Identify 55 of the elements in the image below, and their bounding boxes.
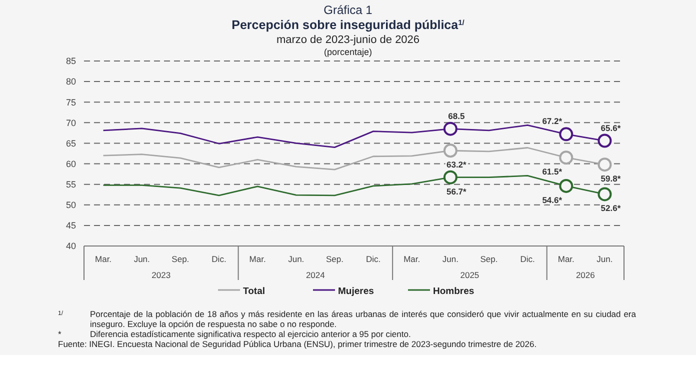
- point: [443, 144, 458, 158]
- y-tick-label: 40: [66, 241, 76, 252]
- legend-label: Hombres: [433, 286, 474, 297]
- text: 2025: [460, 270, 480, 280]
- point: [559, 150, 574, 165]
- x-tick-label: Dic.: [212, 254, 226, 264]
- y-tick-label: 50: [66, 200, 76, 210]
- data-label: 52.6*: [600, 203, 622, 214]
- legend-label: Total: [243, 286, 265, 297]
- data-label: 56.7*: [446, 186, 468, 196]
- y-tick-label: 80: [66, 76, 76, 87]
- y-tick-label: 65: [66, 138, 76, 148]
- y-tick-label: 45: [66, 220, 76, 231]
- x-tick-label: Mar.: [95, 254, 112, 264]
- point: [598, 134, 612, 148]
- text: Gráfica 1: [324, 3, 373, 17]
- data-label: 65.6*: [600, 122, 622, 133]
- x-tick-label: Mar.: [249, 254, 266, 264]
- y-axis-title: (porcentaje): [324, 47, 372, 57]
- text: 2024: [306, 270, 326, 280]
- x-tick-label: Sep.: [172, 254, 190, 264]
- x-tick-label: Mar.: [404, 254, 420, 264]
- y-tick-label: 75: [66, 97, 76, 108]
- text: *: [58, 329, 62, 339]
- data-label: 68.5: [448, 110, 465, 121]
- point: [598, 158, 612, 172]
- point: [443, 170, 458, 184]
- chart-subtitle: marzo de 2023-junio de 2026: [276, 34, 420, 46]
- y-tick-label: 70: [66, 118, 76, 128]
- data-label: 59.8*: [600, 174, 622, 184]
- x-tick-label: Dic.: [520, 254, 535, 264]
- text: Diferencia estadísticamente significativa respecto al ejercicio anterior a 95 por ciento.: [90, 329, 411, 339]
- text: 2023: [152, 270, 171, 280]
- point: [598, 187, 612, 202]
- x-tick-label: Jun.: [288, 254, 304, 264]
- x-tick-label: Sep.: [326, 254, 344, 264]
- x-tick-label: Jun.: [442, 254, 458, 264]
- text: 2026: [576, 270, 596, 280]
- data-label: 54.6*: [542, 194, 563, 205]
- x-tick-label: Jun.: [134, 254, 150, 264]
- point: [559, 127, 574, 142]
- y-tick-label: 60: [66, 158, 76, 169]
- y-tick-label: 85: [66, 56, 76, 66]
- x-tick-label: Jun.: [596, 254, 613, 264]
- text: Porcentaje de la población de 18 años y más residente en las áreas urbanas de interés que consideró que vivir actualmente en su ciudad era inseguro. Excluye la opción de respuesta no sabe o no responde.: [90, 309, 636, 329]
- x-tick-label: Dic.: [366, 254, 381, 264]
- x-tick-label: Sep.: [480, 254, 498, 264]
- x-tick-label: Mar.: [558, 254, 574, 264]
- y-tick-label: 55: [66, 179, 76, 190]
- source-note: Fuente: INEGI. Encuesta Nacional de Seguridad Pública Urbana (ENSU), primer trimestre de 2023-segundo trimestre de 2026.: [58, 339, 538, 349]
- point: [559, 178, 574, 193]
- point: [443, 122, 458, 136]
- legend-label: Mujeres: [338, 286, 374, 297]
- data-label: 61.5*: [542, 166, 563, 177]
- chart-title: Percepción sobre inseguridad pública$^{1/}$: [232, 18, 466, 32]
